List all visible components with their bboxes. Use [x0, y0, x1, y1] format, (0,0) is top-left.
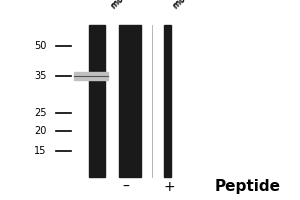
Text: mouse eye: mouse eye: [172, 0, 211, 11]
Text: 50: 50: [34, 41, 46, 51]
Text: +: +: [164, 180, 175, 194]
Bar: [88, 25, 105, 177]
Bar: [74, 72, 108, 80]
Text: mouse eye: mouse eye: [109, 0, 148, 11]
Text: Peptide: Peptide: [214, 179, 280, 194]
Text: 25: 25: [34, 108, 46, 118]
Bar: [118, 25, 141, 177]
Text: 20: 20: [34, 126, 46, 136]
Text: 35: 35: [34, 71, 46, 81]
Text: 15: 15: [34, 146, 46, 156]
Bar: [164, 25, 171, 177]
Text: –: –: [123, 180, 129, 194]
Text: mouse eye: mouse eye: [109, 0, 148, 10]
Text: mouse eye: mouse eye: [172, 0, 211, 10]
